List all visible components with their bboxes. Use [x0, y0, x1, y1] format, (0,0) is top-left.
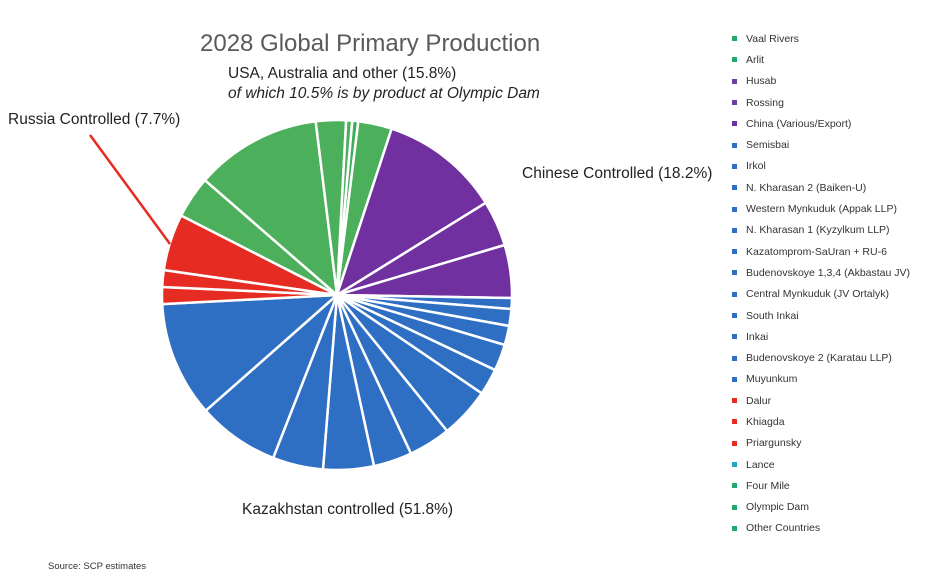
legend-item: Khiagda [732, 411, 932, 432]
legend-item: Semisbai [732, 134, 932, 155]
legend-item: Budenovskoye 2 (Karatau LLP) [732, 347, 932, 368]
olympic-dam-note: of which 10.5% is by product at Olympic … [228, 85, 540, 102]
legend-label: Central Mynkuduk (JV Ortalyk) [746, 288, 889, 301]
legend-label: Arlit [746, 53, 765, 66]
legend-label: Dalur [746, 394, 772, 407]
legend-label: Budenovskoye 1,3,4 (Akbastau JV) [746, 266, 911, 279]
legend-swatch [732, 291, 737, 297]
legend-item: Four Mile [732, 475, 932, 496]
legend-swatch [732, 504, 737, 510]
legend-swatch [732, 483, 737, 489]
legend-swatch [732, 100, 737, 106]
legend-item: N. Kharasan 2 (Baiken-U) [732, 177, 932, 198]
legend-label: Budenovskoye 2 (Karatau LLP) [746, 352, 892, 365]
legend-label: Other Countries [746, 522, 821, 535]
legend-item: China (Various/Export) [732, 113, 932, 134]
pie-slice-other-countries [335, 118, 354, 297]
legend-label: N. Kharasan 1 (Kyzylkum LLP) [746, 224, 890, 237]
legend-item: Other Countries [732, 518, 932, 539]
legend-item: Vaal Rivers [732, 28, 932, 49]
source-note: Source: SCP estimates [48, 561, 147, 572]
legend-item: Dalur [732, 390, 932, 411]
legend-label: Olympic Dam [746, 501, 810, 514]
russia-group-label: Russia Controlled (7.7%) [8, 111, 181, 128]
legend-item: N. Kharasan 1 (Kyzylkum LLP) [732, 220, 932, 241]
legend-label: Irkol [746, 160, 766, 173]
legend-label: Rossing [746, 96, 784, 109]
legend-swatch [732, 206, 737, 212]
pie-slice-muyunkum [160, 293, 339, 412]
chart-title: 2028 Global Primary Production [200, 30, 541, 57]
legend-swatch [732, 440, 737, 446]
pie-slices [160, 118, 514, 472]
legend-item: Priargunsky [732, 433, 932, 454]
legend-item: Arlit [732, 49, 932, 70]
legend-item: Lance [732, 454, 932, 475]
legend-item: Kazatomprom-SaUran + RU-6 [732, 241, 932, 262]
pie-slice-husab [335, 127, 487, 297]
legend-label: Vaal Rivers [746, 32, 799, 45]
legend-swatch [732, 334, 737, 340]
legend-swatch [732, 57, 737, 63]
usa-australia-group-label: USA, Australia and other (15.8%) [228, 65, 457, 82]
legend-swatch [732, 36, 737, 42]
legend-label: Kazatomprom-SaUran + RU-6 [746, 245, 887, 258]
legend-swatch [732, 355, 737, 361]
legend-swatch [732, 376, 737, 382]
legend-label: China (Various/Export) [746, 117, 852, 130]
legend: Vaal Rivers Arlit Husab Rossing China (Vario… [732, 28, 932, 539]
legend-item: Muyunkum [732, 369, 932, 390]
legend-swatch [732, 163, 737, 169]
legend-item: Central Mynkuduk (JV Ortalyk) [732, 284, 932, 305]
russia-leader-line [88, 134, 172, 245]
legend-swatch [732, 398, 737, 404]
legend-item: Inkai [732, 326, 932, 347]
legend-swatch [732, 249, 737, 255]
legend-item: Irkol [732, 156, 932, 177]
legend-swatch [732, 227, 737, 233]
legend-swatch [732, 419, 737, 425]
legend-swatch [732, 525, 737, 531]
legend-label: Priargunsky [746, 437, 802, 450]
legend-item: South Inkai [732, 305, 932, 326]
legend-label: South Inkai [746, 309, 799, 322]
legend-label: Four Mile [746, 479, 790, 492]
legend-swatch [732, 270, 737, 276]
legend-label: Inkai [746, 330, 769, 343]
legend-label: Western Mynkuduk (Appak LLP) [746, 203, 897, 216]
legend-item: Husab [732, 71, 932, 92]
legend-swatch [732, 78, 737, 84]
legend-label: Husab [746, 75, 777, 88]
legend-swatch [732, 121, 737, 127]
legend-swatch [732, 313, 737, 318]
pie-slice-four-mile [203, 120, 339, 297]
legend-swatch [732, 185, 737, 191]
legend-swatch [732, 142, 737, 148]
legend-item: Budenovskoye 1,3,4 (Akbastau JV) [732, 262, 932, 283]
legend-item: Western Mynkuduk (Appak LLP) [732, 198, 932, 219]
legend-item: Rossing [732, 92, 932, 113]
legend-label: Lance [746, 458, 775, 471]
kazakhstan-group-label: Kazakhstan controlled (51.8%) [242, 501, 454, 518]
chinese-group-label: Chinese Controlled (18.2%) [522, 165, 713, 182]
legend-label: Khiagda [746, 415, 785, 428]
legend-swatch [732, 462, 737, 468]
legend-item: Olympic Dam [732, 497, 932, 518]
legend-label: Semisbai [746, 139, 790, 152]
legend-label: N. Kharasan 2 (Baiken-U) [746, 181, 867, 194]
legend-label: Muyunkum [746, 373, 798, 386]
